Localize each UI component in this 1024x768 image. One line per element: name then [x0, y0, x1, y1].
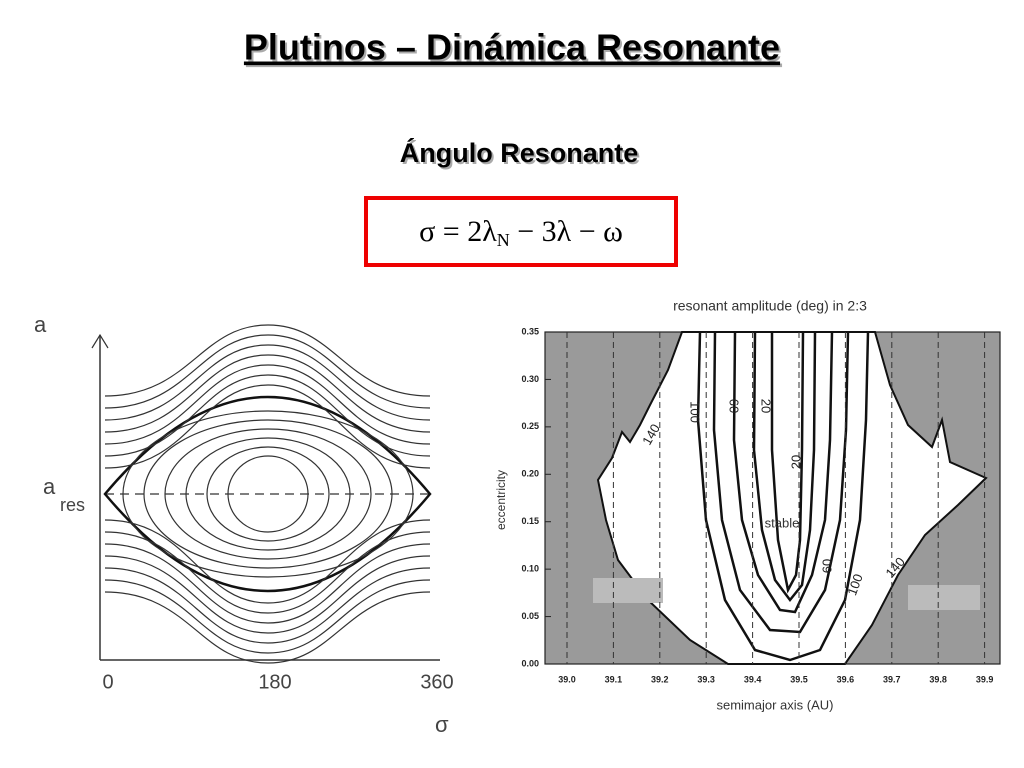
x-label: σ — [435, 712, 449, 737]
contour-label: 60 — [819, 559, 834, 573]
res-sub: res — [60, 495, 85, 515]
open-orbit — [104, 334, 431, 409]
contour — [770, 331, 805, 594]
contour-label: 100 — [844, 572, 866, 598]
y-tick-label: 0.35 — [521, 326, 539, 336]
x-tick-label: 360 — [420, 671, 453, 693]
open-orbit — [104, 531, 431, 614]
x-tick-label: 39.4 — [744, 674, 762, 684]
y-tick-label: 0.10 — [521, 564, 539, 574]
open-orbit — [104, 567, 431, 644]
x-tick-label: 39.3 — [697, 674, 715, 684]
formula-sub: N — [497, 230, 510, 250]
y-label: a — [34, 312, 47, 337]
open-orbit — [104, 344, 431, 421]
open-orbit — [104, 364, 431, 445]
plot-title: resonant amplitude (deg) in 2:3 — [673, 298, 867, 314]
orbit — [227, 455, 309, 533]
contour-label: 20 — [788, 455, 803, 469]
x-tick-label: 180 — [258, 671, 291, 693]
subtitle-shadow: Ángulo Resonante — [402, 139, 641, 170]
contour-label: 100 — [688, 401, 703, 423]
contour — [752, 331, 817, 603]
y-tick-label: 0.20 — [521, 469, 539, 479]
x-tick-label: 39.6 — [837, 674, 855, 684]
x-tick-label: 39.8 — [929, 674, 947, 684]
orbit — [164, 428, 372, 560]
x-tick-label: 39.9 — [976, 674, 994, 684]
y-axis-label: eccentricity — [494, 470, 508, 530]
x-tick-label: 39.7 — [883, 674, 901, 684]
y-tick-label: 0.25 — [521, 421, 539, 431]
separatrix — [103, 395, 432, 593]
phase-portrait: a a res σ 0 180 360 — [34, 312, 454, 737]
x-axis-label: semimajor axis (AU) — [716, 697, 833, 712]
formula-box — [364, 196, 678, 267]
x-tick-label: 39.5 — [790, 674, 808, 684]
y-tick-label: 0.30 — [521, 374, 539, 384]
formula-lhs: σ = 2λ — [419, 215, 497, 248]
open-orbit — [104, 354, 431, 433]
open-orbit — [104, 591, 431, 664]
orbit — [122, 410, 414, 578]
orbit — [206, 446, 330, 542]
open-orbit — [104, 374, 431, 457]
contour — [696, 331, 870, 662]
axis-arrow — [91, 333, 109, 349]
region-label: stable — [765, 515, 800, 530]
blank-patch — [593, 578, 663, 603]
x-tick-label: 39.0 — [558, 674, 576, 684]
open-orbit — [104, 555, 431, 634]
y-tick-label: 0.00 — [521, 658, 539, 668]
contour-plot: resonant amplitude (deg) in 2:3 semimajo… — [494, 298, 1001, 712]
stable-region — [596, 331, 988, 665]
formula: σ = 2λN − 3λ − ω — [419, 215, 623, 250]
x-tick-label: 0 — [102, 671, 113, 693]
subtitle: Ángulo Resonante — [400, 137, 639, 168]
contour-label: 20 — [759, 399, 774, 413]
x-tick-label: 39.1 — [605, 674, 623, 684]
orbit — [185, 437, 351, 551]
formula-rhs: − 3λ − ω — [510, 215, 623, 248]
contour — [732, 331, 834, 614]
contour-label: 60 — [727, 399, 742, 413]
x-tick-label: 39.2 — [651, 674, 669, 684]
contour — [712, 331, 850, 634]
orbit — [143, 419, 393, 569]
open-orbit — [104, 579, 431, 654]
blank-patch — [908, 585, 980, 610]
open-orbit — [104, 543, 431, 624]
open-orbit — [104, 324, 431, 397]
title: Plutinos – Dinámica Resonante — [244, 27, 780, 68]
y-tick-label: 0.05 — [521, 611, 539, 621]
title-shadow: Plutinos – Dinámica Resonante — [246, 29, 782, 70]
res-label: a — [43, 474, 56, 499]
open-orbit — [104, 519, 431, 604]
y-tick-label: 0.15 — [521, 516, 539, 526]
open-orbit — [104, 384, 431, 469]
